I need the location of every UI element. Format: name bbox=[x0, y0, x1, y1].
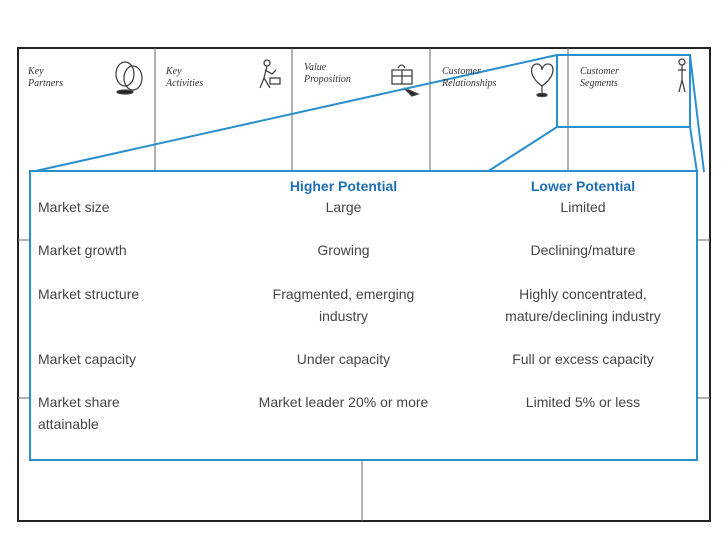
row-market-structure-higher: Fragmented, emerging industry bbox=[236, 283, 451, 327]
key-activities-label: Key Activities bbox=[166, 66, 203, 90]
lower-potential-header: Lower Potential bbox=[530, 178, 636, 194]
key-partners-label: Key Partners bbox=[28, 66, 63, 90]
row-market-size-higher: Large bbox=[325, 199, 362, 215]
value-proposition-label-line1: Value bbox=[304, 62, 327, 73]
row-market-structure-lower: Highly concentrated, mature/declining in… bbox=[479, 283, 687, 327]
value-proposition-label-line2: Proposition bbox=[304, 74, 351, 85]
gift-icon bbox=[391, 64, 420, 97]
key-activities-label-line1: Key bbox=[166, 66, 182, 77]
row-market-capacity-factor: Market capacity bbox=[38, 351, 137, 367]
rings-icon bbox=[115, 61, 143, 95]
higher-potential-header: Higher Potential bbox=[289, 178, 398, 194]
heart-icon bbox=[530, 63, 554, 98]
row-market-structure-higher-line1: Fragmented, emerging bbox=[272, 286, 415, 302]
row-market-size-lower: Limited bbox=[560, 199, 606, 215]
row-market-capacity-lower: Full or excess capacity bbox=[512, 351, 654, 367]
value-proposition-label: Value Proposition bbox=[304, 62, 351, 86]
row-market-size-factor: Market size bbox=[38, 199, 110, 215]
row-market-structure-lower-line1: Highly concentrated, bbox=[519, 286, 647, 302]
row-market-structure-factor: Market structure bbox=[38, 286, 140, 302]
person-icon bbox=[678, 58, 686, 93]
row-market-growth-higher: Growing bbox=[317, 242, 370, 258]
row-market-share-higher: Market leader 20% or more bbox=[258, 394, 429, 410]
row-market-share-lower: Limited 5% or less bbox=[525, 394, 641, 410]
customer-segments-label: Customer Segments bbox=[580, 66, 619, 90]
customer-relationships-label-line2: Relationships bbox=[442, 78, 497, 89]
customer-relationships-label: Customer Relationships bbox=[442, 66, 496, 90]
row-market-growth-factor: Market growth bbox=[38, 242, 127, 258]
row-market-share-factor-line1: Market share bbox=[38, 394, 120, 410]
key-partners-label-line2: Partners bbox=[28, 78, 63, 89]
row-market-share-factor-line2: attainable bbox=[38, 416, 99, 432]
row-market-structure-higher-line2: industry bbox=[318, 308, 369, 324]
row-market-growth-lower: Declining/mature bbox=[530, 242, 636, 258]
customer-segments-label-line2: Segments bbox=[580, 78, 618, 89]
key-partners-label-line1: Key bbox=[28, 66, 44, 77]
customer-relationships-label-line1: Customer bbox=[442, 66, 481, 77]
key-activities-label-line2: Activities bbox=[166, 78, 204, 89]
customer-segments-label-line1: Customer bbox=[580, 66, 619, 77]
row-market-share-factor: Market share attainable bbox=[38, 391, 238, 435]
row-market-structure-lower-line2: mature/declining industry bbox=[505, 308, 661, 324]
worker-icon bbox=[259, 59, 281, 89]
row-market-capacity-higher: Under capacity bbox=[296, 351, 391, 367]
market-potential-table: Higher Potential Lower Potential Market … bbox=[29, 170, 698, 461]
